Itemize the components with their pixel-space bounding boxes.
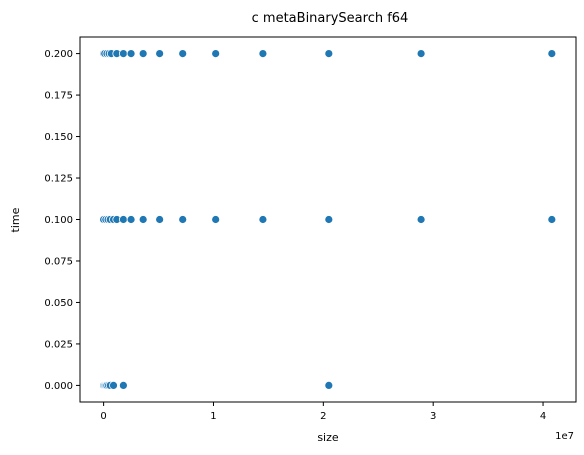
- data-point: [126, 49, 136, 58]
- data-point: [178, 215, 188, 224]
- data-point: [178, 49, 188, 58]
- y-tick-label: 0.125: [44, 174, 73, 185]
- y-tick-label: 0.000: [44, 381, 73, 392]
- y-tick-label: 0.150: [44, 132, 73, 143]
- data-point: [155, 49, 165, 58]
- y-tick-label: 0.175: [44, 91, 73, 102]
- data-point: [416, 49, 426, 58]
- data-point: [324, 381, 334, 390]
- data-point: [155, 215, 165, 224]
- data-point: [547, 215, 557, 224]
- chart-title: c metaBinarySearch f64: [252, 11, 409, 26]
- data-point: [118, 215, 128, 224]
- data-point: [118, 49, 128, 58]
- x-tick-label: 3: [430, 411, 436, 422]
- data-point: [547, 49, 557, 58]
- y-tick-label: 0.025: [44, 339, 73, 350]
- y-tick-label: 0.050: [44, 298, 73, 309]
- y-tick-label: 0.200: [44, 49, 73, 60]
- x-tick-label: 1: [210, 411, 216, 422]
- data-point: [211, 215, 221, 224]
- data-point: [138, 215, 148, 224]
- data-point: [324, 49, 334, 58]
- y-axis: 0.000 0.025 0.050 0.075 0.100 0.125 0.150 0.175…: [44, 49, 80, 392]
- data-point: [258, 49, 268, 58]
- x-tick-label: 0: [100, 411, 106, 422]
- y-tick-label: 0.100: [44, 215, 73, 226]
- data-point: [211, 49, 221, 58]
- x-axis-offset-label: 1e7: [555, 431, 574, 442]
- data-point: [109, 381, 118, 390]
- y-tick-label: 0.075: [44, 256, 73, 267]
- data-point: [138, 49, 148, 58]
- x-axis-label: size: [317, 431, 339, 444]
- data-point: [324, 215, 334, 224]
- data-point: [416, 215, 426, 224]
- x-tick-label: 2: [320, 411, 326, 422]
- x-tick-label: 4: [540, 411, 546, 422]
- data-point: [118, 381, 128, 390]
- x-axis: 0 1 2 3 4: [100, 402, 546, 422]
- data-point: [126, 215, 136, 224]
- points-layer: [99, 49, 557, 390]
- data-point: [258, 215, 268, 224]
- y-axis-label: time: [9, 207, 22, 232]
